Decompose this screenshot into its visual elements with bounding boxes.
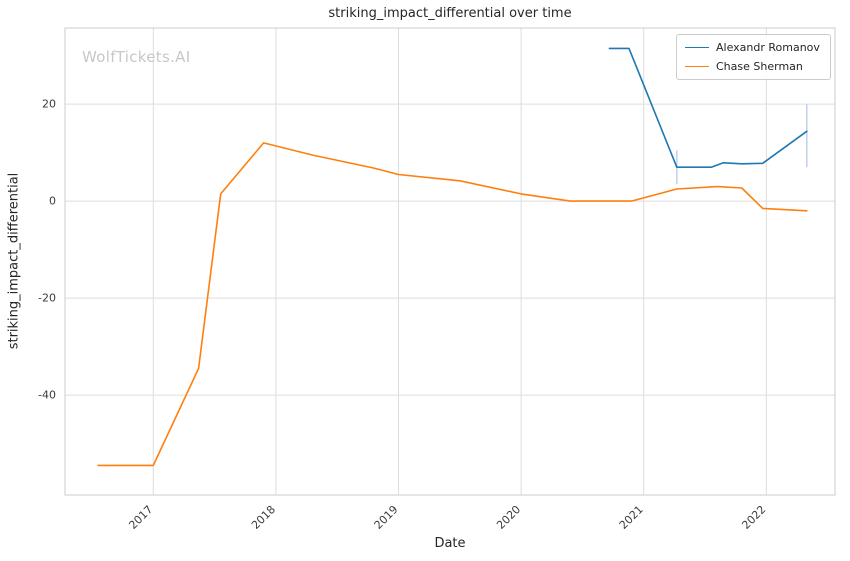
legend: Alexandr Romanov Chase Sherman (676, 34, 831, 80)
legend-row-chase-sherman: Chase Sherman (685, 60, 820, 73)
y-axis-label: striking_impact_differential (6, 172, 22, 350)
y-tick-label: 0 (49, 195, 56, 208)
x-tick-label: 2020 (494, 503, 523, 532)
legend-label: Alexandr Romanov (716, 41, 820, 54)
x-axis-label: Date (434, 536, 466, 551)
chart-title: striking_impact_differential over time (328, 6, 572, 21)
series-line-chase-sherman (97, 142, 808, 467)
x-tick-label: 2017 (126, 503, 155, 532)
x-tick-label: 2021 (617, 503, 646, 532)
x-tick-label: 2022 (739, 503, 768, 532)
y-tick-label: -20 (38, 292, 56, 305)
legend-line-swatch-orange (685, 66, 709, 67)
legend-line-swatch-blue (685, 47, 709, 48)
watermark: WolfTickets.AI (82, 48, 191, 66)
legend-row-alexandr-romanov: Alexandr Romanov (685, 41, 820, 54)
legend-label: Chase Sherman (716, 60, 803, 73)
plot-frame (64, 27, 836, 496)
x-tick-label: 2019 (372, 503, 401, 532)
x-tick-label: 2018 (249, 503, 278, 532)
y-tick-label: -40 (38, 389, 56, 402)
series-line-alexandr-romanov (608, 47, 808, 168)
y-tick-label: 20 (42, 98, 56, 111)
